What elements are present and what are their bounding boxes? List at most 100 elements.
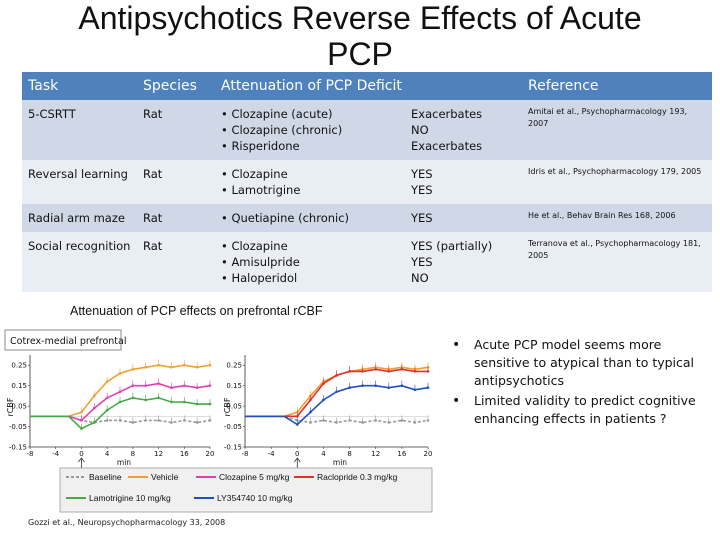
x-tick-label: 16	[180, 450, 189, 458]
data-point	[92, 421, 96, 424]
table-row: Social recognition Rat • Clozapine • Ami…	[22, 232, 712, 292]
x-tick-label: -4	[268, 450, 276, 458]
data-point	[170, 365, 173, 369]
data-point	[80, 410, 83, 414]
legend-label: Baseline	[89, 472, 122, 482]
data-point	[195, 365, 199, 369]
data-point	[322, 398, 325, 402]
slide-title-line1: Antipsychotics Reverse Effects of Acute	[78, 0, 642, 36]
y-axis-label: rCBF	[223, 397, 232, 416]
data-point	[182, 400, 186, 404]
header-species: Species	[137, 72, 215, 100]
data-point	[157, 396, 160, 400]
table-header-row: Task Species Attenuation of PCP Deficit …	[22, 72, 712, 100]
data-point	[361, 384, 364, 387]
data-point	[105, 408, 109, 412]
cell-task: Reversal learning	[22, 160, 137, 204]
data-point	[105, 419, 109, 422]
x-tick-label: 20	[424, 450, 433, 458]
data-point	[208, 402, 212, 406]
effect-item: YES	[411, 255, 433, 269]
cell-reference: He et al., Behav Brain Res 168, 2006	[522, 204, 712, 232]
data-point	[131, 368, 135, 371]
data-point	[400, 419, 404, 422]
y-tick-label: 0.25	[226, 362, 242, 370]
bullet-list: Acute PCP model seems more sensitive to …	[452, 336, 714, 430]
header-attenuation: Attenuation of PCP Deficit	[215, 72, 522, 100]
figure-citation: Gozzi et al., Neuropsychopharmacology 33…	[28, 518, 226, 527]
data-point	[387, 421, 391, 424]
data-point	[322, 419, 325, 422]
data-point	[413, 370, 417, 373]
data-point	[170, 386, 173, 390]
drug-item: • Haloperidol	[221, 271, 298, 285]
data-point	[170, 421, 173, 424]
x-tick-label: 8	[131, 450, 135, 458]
data-point	[118, 419, 122, 422]
cell-task: Social recognition	[22, 232, 137, 292]
cell-species: Rat	[137, 160, 215, 204]
y-tick-label: -0.05	[224, 423, 242, 431]
chart-legend: Baseline Vehicle Clozapine 5 mg/kg Raclopri…	[59, 467, 433, 513]
data-point	[170, 400, 173, 404]
cell-drugs: • Clozapine • Amisulpride • Haloperidol	[215, 232, 405, 292]
table-row: Reversal learning Rat • Clozapine • Lamo…	[22, 160, 712, 204]
cell-reference: Terranova et al., Psychopharmacology 181…	[522, 232, 712, 292]
effect-item: NO	[411, 271, 429, 285]
y-axis-label: rCBF	[6, 397, 15, 416]
slide-title-line2: PCP	[327, 36, 393, 72]
data-point	[92, 394, 96, 398]
data-point	[118, 390, 122, 394]
data-point	[322, 382, 325, 385]
drug-item: • Clozapine (acute)	[221, 107, 333, 121]
rcbf-figure: Cotrex-medial prefrontal rCBF min 0.25 0.…	[1, 326, 439, 514]
data-point	[361, 421, 364, 424]
data-point	[387, 370, 391, 373]
data-point	[182, 363, 186, 367]
drug-item: • Lamotrigine	[221, 183, 301, 197]
bullet-item: Acute PCP model seems more sensitive to …	[452, 336, 714, 390]
legend-label: Vehicle	[151, 472, 179, 482]
data-point	[426, 419, 430, 422]
data-point	[374, 384, 378, 387]
cell-effects: YES YES	[405, 160, 522, 204]
x-tick-label: 4	[105, 450, 110, 458]
drug-item: • Clozapine (chronic)	[221, 123, 343, 137]
y-tick-label: 0.05	[226, 403, 242, 411]
x-tick-label: 12	[154, 450, 163, 458]
x-tick-label: 8	[347, 450, 351, 458]
data-point	[413, 421, 417, 424]
effect-item: YES	[411, 211, 433, 225]
cell-effects: YES (partially) YES NO	[405, 232, 522, 292]
y-tick-label: 0.25	[11, 362, 27, 370]
effect-item: YES	[411, 167, 433, 181]
drug-item: • Clozapine	[221, 239, 288, 253]
effect-item: YES (partially)	[411, 239, 493, 253]
data-point	[309, 421, 312, 424]
data-point	[295, 423, 299, 426]
cell-effects: YES	[405, 204, 522, 232]
figure-subtitle: Attenuation of PCP effects on prefrontal…	[70, 304, 323, 318]
table-row: Radial arm maze Rat • Quetiapine (chroni…	[22, 204, 712, 232]
bullet-item: Limited validity to predict cognitive en…	[452, 392, 714, 428]
legend-box	[59, 467, 433, 513]
chart-panel-right: rCBF min 0.25 0.15 0.05 -0.05 -0.15-8 -4 0 4 8 12…	[223, 355, 432, 469]
data-point	[361, 370, 364, 373]
data-point	[105, 380, 109, 383]
cell-species: Rat	[137, 100, 215, 160]
legend-label: LY354740 10 mg/kg	[217, 493, 293, 503]
data-point	[295, 415, 299, 418]
data-point	[374, 368, 378, 371]
x-tick-label: 0	[295, 450, 299, 458]
data-point	[335, 421, 338, 424]
x-tick-label: 16	[397, 450, 406, 458]
header-task: Task	[22, 72, 137, 100]
y-tick-label: 0.15	[226, 382, 242, 390]
cell-drugs: • Clozapine (acute) • Clozapine (chronic…	[215, 100, 405, 160]
data-point	[348, 386, 351, 390]
x-tick-label: -8	[242, 450, 249, 458]
data-point	[157, 419, 160, 422]
cell-task: Radial arm maze	[22, 204, 137, 232]
data-point	[208, 363, 212, 367]
data-point	[208, 419, 212, 422]
